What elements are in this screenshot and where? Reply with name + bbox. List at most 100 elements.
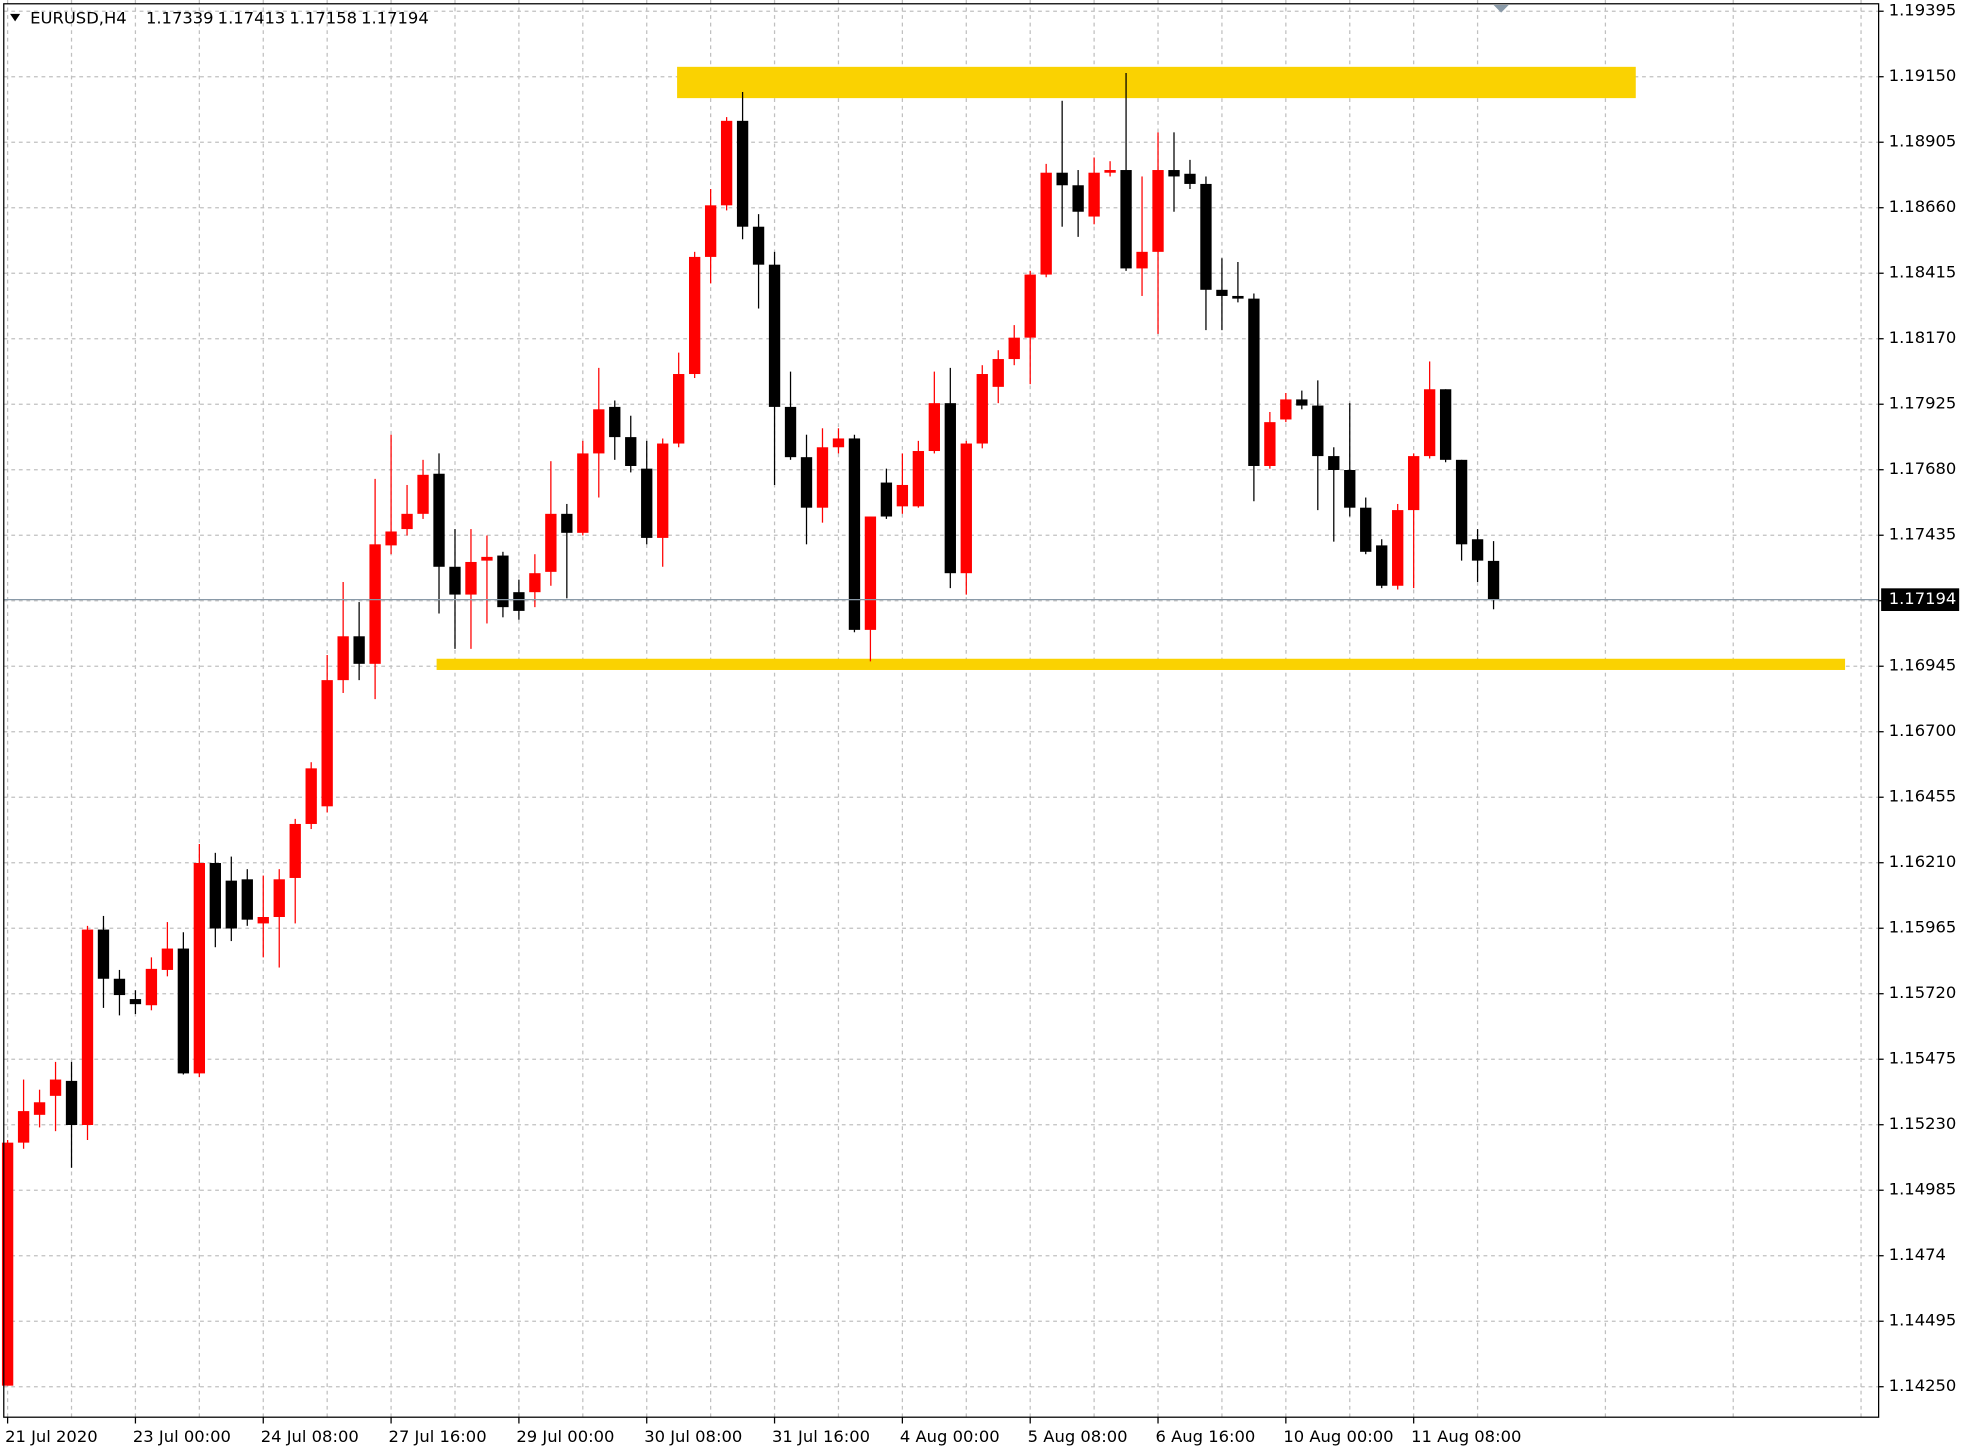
- candle-body: [1408, 456, 1420, 511]
- candle-body: [145, 968, 158, 1006]
- candle-body: [720, 120, 733, 206]
- candle-body: [49, 1079, 62, 1096]
- zones: [436, 66, 1846, 670]
- x-tick-label: 10 Aug 00:00: [1283, 1427, 1393, 1446]
- candle-body: [353, 636, 365, 664]
- candle-body: [401, 513, 413, 530]
- candle-body: [1296, 399, 1308, 406]
- header-open: 1.17339: [146, 8, 214, 27]
- candle-body: [161, 948, 174, 970]
- plot-frame: [3, 3, 1880, 1418]
- candle-body: [1232, 295, 1244, 299]
- y-tick-label: 1.16700: [1889, 721, 1957, 740]
- y-tick-label: 1.16455: [1889, 787, 1957, 806]
- shift-marker: [1493, 5, 1509, 13]
- candle-body: [1392, 510, 1404, 586]
- candle-body: [337, 636, 349, 681]
- candle-body: [593, 409, 605, 454]
- last-price-label: 1.17194: [1889, 589, 1957, 608]
- zone: [677, 66, 1636, 99]
- candle-body: [673, 374, 685, 444]
- y-tick-label: 1.14985: [1889, 1180, 1957, 1199]
- candle-body: [832, 438, 845, 448]
- candle-body: [529, 573, 541, 593]
- candle-body: [1168, 170, 1180, 177]
- candle-body: [928, 403, 940, 452]
- candle-body: [257, 917, 269, 924]
- y-tick-label: 1.18660: [1889, 197, 1957, 216]
- candle-body: [577, 453, 589, 533]
- candle-body: [1376, 545, 1388, 586]
- y-tick-label: 1.19395: [1889, 1, 1957, 20]
- candle-body: [1312, 405, 1324, 457]
- candle-body: [1423, 389, 1436, 457]
- candle-body: [1487, 560, 1500, 600]
- candle-body: [289, 823, 301, 878]
- candle-body: [736, 120, 749, 227]
- candle-body: [1152, 170, 1164, 252]
- candle-body: [816, 447, 829, 508]
- zone: [436, 658, 1846, 670]
- y-tick-label: 1.18905: [1889, 132, 1957, 151]
- candle-body: [225, 880, 237, 929]
- candles: [1, 72, 1500, 1386]
- y-tick-label: 1.15475: [1889, 1049, 1957, 1068]
- candle-body: [1360, 507, 1372, 552]
- candle-body: [912, 451, 925, 507]
- x-tick-label: 24 Jul 08:00: [261, 1427, 359, 1446]
- y-tick-label: 1.17680: [1889, 459, 1957, 478]
- candle-body: [1455, 459, 1468, 545]
- x-tick-label: 5 Aug 08:00: [1028, 1427, 1128, 1446]
- candle-body: [305, 768, 317, 824]
- candle-body: [1184, 173, 1196, 184]
- candle-body: [960, 443, 972, 574]
- y-tick-label: 1.14250: [1889, 1376, 1957, 1395]
- candle-body: [1088, 172, 1100, 217]
- x-tick-label: 30 Jul 08:00: [644, 1427, 742, 1446]
- y-tick-label: 1.15230: [1889, 1114, 1957, 1133]
- x-tick-label: 27 Jul 16:00: [389, 1427, 487, 1446]
- candle-body: [1439, 389, 1452, 460]
- y-tick-label: 1.15720: [1889, 983, 1957, 1002]
- candle-body: [768, 264, 781, 407]
- candle-body: [97, 929, 110, 979]
- candle-body: [641, 468, 653, 538]
- candle-body: [1008, 337, 1020, 360]
- candle-body: [1216, 289, 1228, 296]
- candle-body: [1471, 539, 1484, 561]
- candle-body: [209, 862, 221, 929]
- y-tick-label: 1.17435: [1889, 525, 1957, 544]
- y-tick-label: 1.17925: [1889, 394, 1957, 413]
- candle-body: [385, 531, 397, 546]
- candle-body: [880, 482, 893, 517]
- candle-body: [433, 473, 445, 567]
- candle-body: [561, 513, 573, 533]
- candle-body: [704, 205, 717, 257]
- candle-body: [369, 544, 381, 664]
- candle-body: [1120, 170, 1132, 269]
- candle-body: [449, 566, 461, 595]
- candle-body: [417, 474, 429, 514]
- candle-body: [944, 403, 956, 574]
- candle-body: [896, 484, 909, 507]
- x-tick-label: 21 Jul 2020: [5, 1427, 98, 1446]
- candle-body: [625, 437, 637, 466]
- x-tick-label: 31 Jul 16:00: [772, 1427, 870, 1446]
- header-close: 1.17194: [361, 8, 429, 27]
- y-tick-label: 1.18170: [1889, 328, 1957, 347]
- candle-body: [65, 1080, 78, 1125]
- candle-body: [976, 374, 988, 444]
- candle-body: [1104, 170, 1116, 173]
- candle-body: [784, 406, 797, 458]
- y-tick-label: 1.16945: [1889, 656, 1957, 675]
- candle-body: [752, 226, 765, 265]
- candle-body: [657, 443, 669, 538]
- candle-body: [1248, 298, 1260, 466]
- candle-body: [1056, 172, 1068, 186]
- menu-triangle[interactable]: [10, 13, 21, 22]
- candle-body: [1264, 422, 1276, 466]
- x-tick-label: 6 Aug 16:00: [1156, 1427, 1256, 1446]
- x-tick-label: 29 Jul 00:00: [516, 1427, 614, 1446]
